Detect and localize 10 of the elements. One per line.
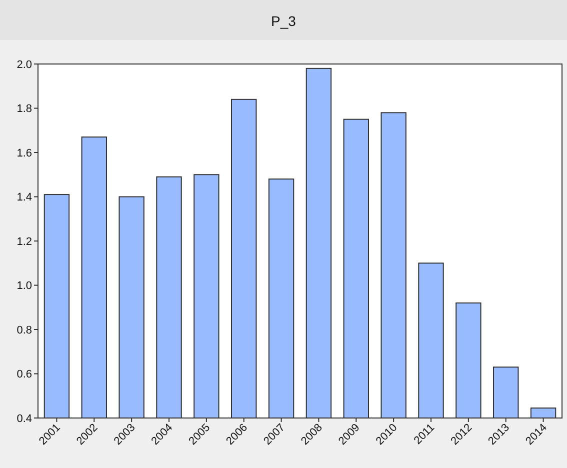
y-tick-label: 1.0 bbox=[16, 280, 32, 292]
y-tick-label: 0.8 bbox=[16, 324, 32, 336]
y-tick-label: 2.0 bbox=[16, 58, 32, 71]
y-tick-label: 1.8 bbox=[16, 103, 32, 116]
y-tick-label: 1.2 bbox=[16, 236, 32, 248]
y-tick-label: 1.4 bbox=[16, 192, 32, 204]
y-tick-label: 0.6 bbox=[16, 368, 32, 381]
chart-title: P_3 bbox=[271, 13, 296, 29]
y-tick-label: 0.4 bbox=[16, 412, 32, 425]
y-tick-label: 1.6 bbox=[16, 147, 32, 160]
